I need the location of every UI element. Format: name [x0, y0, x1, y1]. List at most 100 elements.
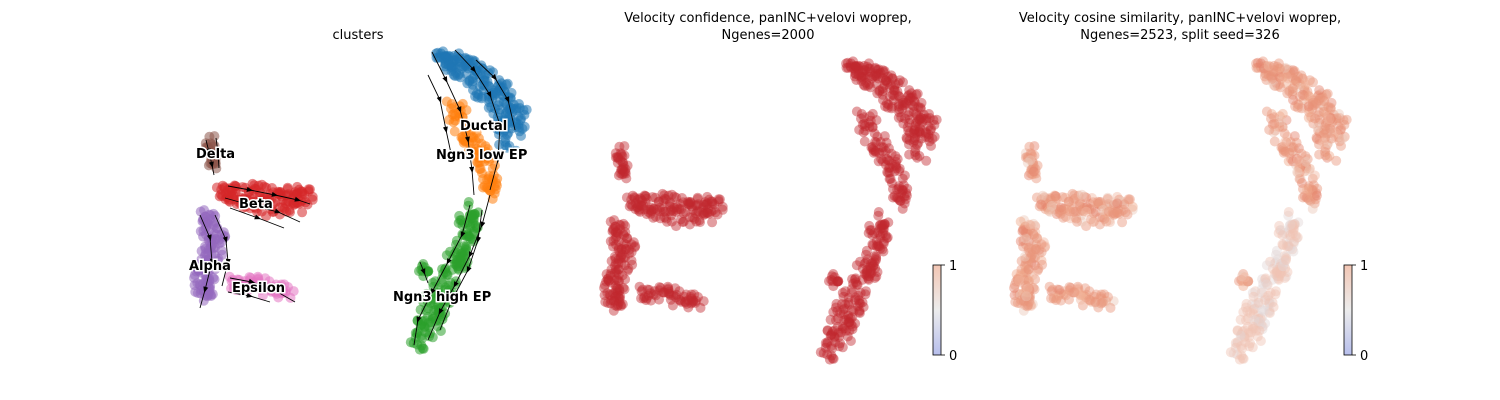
scatter-point: [1025, 220, 1036, 231]
scatter-point: [641, 293, 652, 304]
scatter-point: [909, 135, 920, 146]
scatter-point: [892, 154, 903, 165]
velocity-streamline: [413, 204, 471, 346]
scatter-point: [622, 233, 633, 244]
scatter-point: [1032, 160, 1043, 171]
scatter-point: [617, 157, 628, 168]
scatter-point: [1281, 71, 1292, 82]
scatter-point: [1282, 239, 1293, 250]
scatter-point: [1304, 181, 1315, 192]
scatter-point: [860, 125, 871, 136]
scatter-point: [1252, 57, 1263, 68]
colorbar-confidence-gradient: [932, 264, 942, 356]
scatter-point: [611, 283, 622, 294]
scatter-point: [877, 156, 888, 167]
scatter-point: [636, 286, 647, 297]
scatter-point: [893, 112, 904, 123]
scatter-point: [894, 91, 905, 102]
scatter-point: [897, 173, 908, 184]
scatter-point: [1262, 63, 1273, 74]
panel-3-title-line1: Velocity cosine similarity, panINC+velov…: [1019, 11, 1341, 26]
scatter-point: [858, 302, 869, 312]
scatter-point: [931, 114, 942, 125]
scatter-point: [1317, 92, 1328, 103]
scatter-point: [860, 121, 871, 132]
scatter-point: [878, 95, 888, 105]
scatter-point: [1051, 295, 1062, 306]
scatter-point: [885, 162, 895, 173]
scatter-point: [1079, 202, 1090, 213]
scatter-point: [1259, 274, 1270, 285]
scatter-point: [915, 104, 926, 114]
scatter-point: [880, 76, 891, 87]
cluster-point: [482, 174, 493, 185]
scatter-point: [855, 287, 866, 298]
scatter-point: [665, 206, 676, 217]
scatter-point: [1281, 236, 1292, 246]
scatter-point: [641, 295, 652, 306]
scatter-point: [822, 325, 833, 336]
scatter-point: [1292, 155, 1303, 166]
scatter-point: [635, 194, 646, 205]
scatter-point: [875, 230, 886, 241]
scatter-point: [1065, 202, 1076, 213]
scatter-point: [697, 208, 708, 218]
scatter-point: [867, 144, 878, 155]
scatter-point: [873, 207, 884, 217]
scatter-point: [680, 297, 691, 308]
scatter-point: [908, 106, 919, 117]
scatter-point: [1267, 73, 1278, 84]
scatter-point: [674, 204, 685, 214]
scatter-point: [865, 67, 876, 78]
scatter-point: [1236, 330, 1247, 340]
scatter-point: [910, 150, 921, 161]
scatter-point: [1127, 201, 1138, 212]
scatter-point: [1084, 204, 1095, 214]
scatter-point: [868, 147, 879, 158]
cluster-point: [190, 286, 201, 297]
scatter-point: [633, 194, 643, 205]
scatter-point: [1023, 264, 1034, 275]
scatter-point: [1018, 225, 1029, 236]
scatter-point: [1023, 300, 1034, 310]
scatter-point: [846, 62, 857, 73]
scatter-point: [897, 203, 908, 214]
scatter-point: [1296, 70, 1307, 81]
cluster-point: [243, 186, 254, 197]
scatter-point: [618, 218, 629, 229]
scatter-point: [859, 136, 870, 147]
scatter-point: [848, 278, 859, 289]
scatter-point: [820, 338, 831, 348]
scatter-point: [905, 114, 915, 125]
scatter-point: [1012, 288, 1023, 299]
scatter-point: [613, 276, 624, 287]
scatter-point: [1260, 292, 1271, 303]
scatter-point: [849, 61, 860, 71]
scatter-point: [663, 190, 674, 201]
scatter-point: [888, 85, 899, 96]
scatter-point: [1027, 299, 1038, 310]
scatter-point: [857, 119, 868, 130]
scatter-point: [1025, 253, 1036, 264]
scatter-point: [611, 258, 622, 269]
colorbar-confidence-tick-min: 0: [949, 349, 957, 364]
scatter-point: [914, 126, 925, 137]
scatter-point: [1075, 197, 1086, 208]
scatter-point: [883, 99, 894, 110]
scatter-point: [1294, 167, 1305, 178]
scatter-point: [1030, 274, 1041, 285]
scatter-point: [613, 292, 624, 303]
scatter-point: [1276, 263, 1287, 274]
scatter-point: [683, 196, 693, 207]
scatter-point: [912, 116, 923, 127]
scatter-point: [857, 73, 868, 84]
panel-3-title-line2: Ngenes=2523, split seed=326: [1080, 28, 1279, 43]
scatter-point: [869, 128, 880, 139]
scatter-point: [871, 79, 882, 89]
scatter-point: [1058, 204, 1069, 215]
scatter-point: [1260, 318, 1271, 329]
scatter-point: [606, 256, 617, 266]
scatter-point: [1307, 173, 1318, 184]
scatter-point: [613, 152, 624, 163]
scatter-point: [1054, 284, 1065, 295]
